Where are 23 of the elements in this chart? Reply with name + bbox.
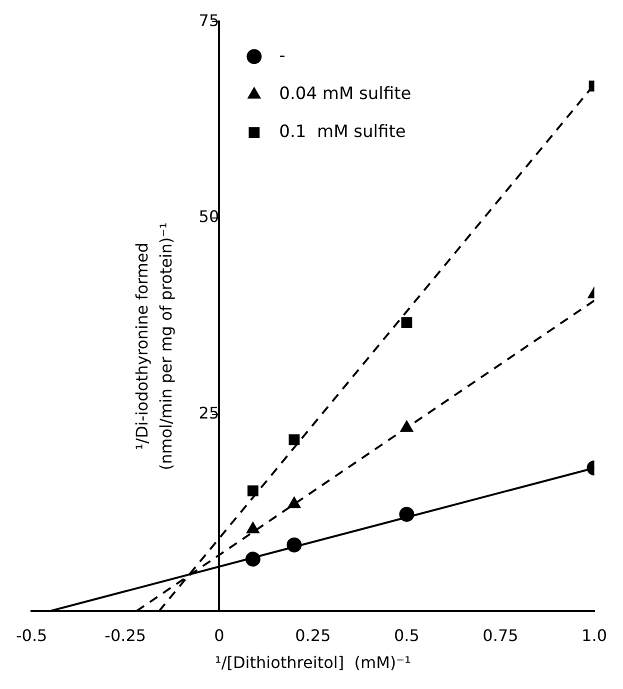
legend-label: 0.04 mM sulfite [279,84,412,104]
point [288,434,300,446]
x-tick-label: 0.5 [394,626,420,645]
point [399,506,414,522]
point [246,522,260,534]
point [401,317,412,328]
x-tick-label: -0.5 [16,626,48,645]
y-tick-label: 75 [198,10,220,30]
x-tick-label: 0 [214,626,224,645]
point [245,552,260,567]
y-tick-label: 50 [198,207,220,226]
x-tick-label: 1.0 [582,626,608,645]
x-tick-label: 0.25 [295,626,331,645]
legend-label: - [279,46,286,66]
x-tick-label: -0.25 [104,626,146,645]
y-axis-title: ¹/Di-iodothyronine formed (nmol/min per mg of protein)⁻¹ [132,222,176,470]
x-axis-title: ¹/[Dithiothreitol] (mM)⁻¹ [214,653,411,672]
legend-label: 0.1 mM sulfite [279,122,406,142]
x-tick-label: 0.75 [482,626,518,645]
point [286,537,302,552]
y-tick-label: 25 [198,404,220,423]
point [288,496,301,508]
point [247,485,258,496]
